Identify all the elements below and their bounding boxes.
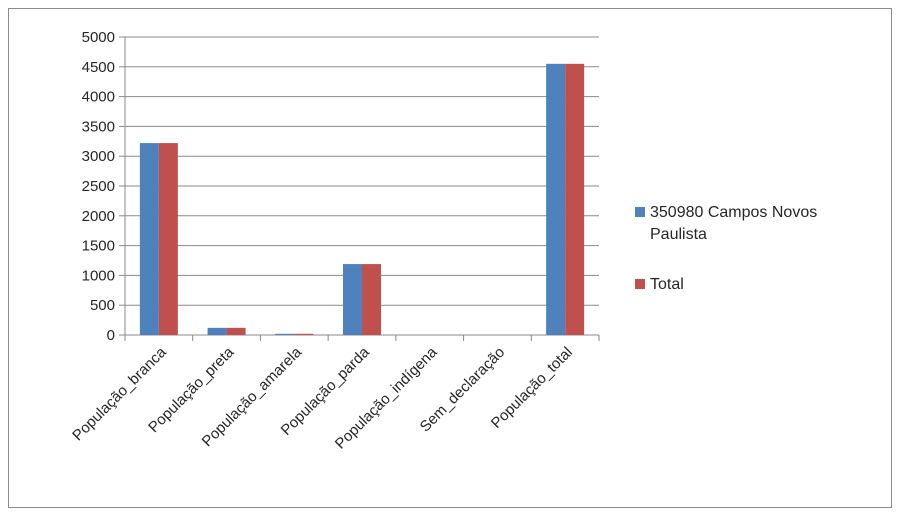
x-tick-labels: População_brancaPopulação_pretaPopulação…	[69, 343, 576, 452]
gridlines	[125, 36, 599, 306]
bars	[139, 63, 585, 335]
bar	[139, 143, 159, 335]
y-tick-label: 2000	[82, 208, 115, 225]
bar	[226, 327, 246, 335]
bar	[275, 333, 295, 335]
y-tick-label: 500	[90, 297, 115, 314]
y-tick-label: 3500	[82, 118, 115, 135]
legend-swatch	[635, 279, 645, 289]
axes	[119, 36, 600, 341]
y-tick-label: 1500	[82, 238, 115, 255]
legend-label: Total	[650, 276, 684, 293]
y-tick-label: 3000	[82, 148, 115, 165]
legend-swatch	[635, 207, 645, 217]
bar	[343, 264, 362, 335]
y-tick-label: 0	[107, 327, 115, 344]
legend: 350980 Campos Novos Paulista Total	[635, 204, 817, 293]
legend-label: 350980 Campos Novos	[650, 204, 817, 221]
legend-label: Paulista	[650, 226, 707, 243]
bar	[294, 333, 314, 335]
bar-chart: 0 500 1000 1500 2000 2500 3000 3500 4000 4500 5000…	[69, 29, 817, 453]
y-tick-label: 4500	[82, 59, 115, 76]
y-tick-label: 4000	[82, 89, 115, 106]
y-tick-label: 2500	[82, 178, 115, 195]
bar	[565, 63, 585, 335]
bar	[362, 264, 381, 335]
y-tick-label: 5000	[82, 29, 115, 46]
bar	[207, 327, 227, 335]
bar	[158, 143, 178, 335]
bar	[546, 63, 566, 335]
y-tick-labels: 0 500 1000 1500 2000 2500 3000 3500 4000 4500 5000	[82, 29, 115, 344]
chart-frame: 0 500 1000 1500 2000 2500 3000 3500 4000 4500 5000…	[8, 8, 892, 508]
y-tick-label: 1000	[82, 267, 115, 284]
